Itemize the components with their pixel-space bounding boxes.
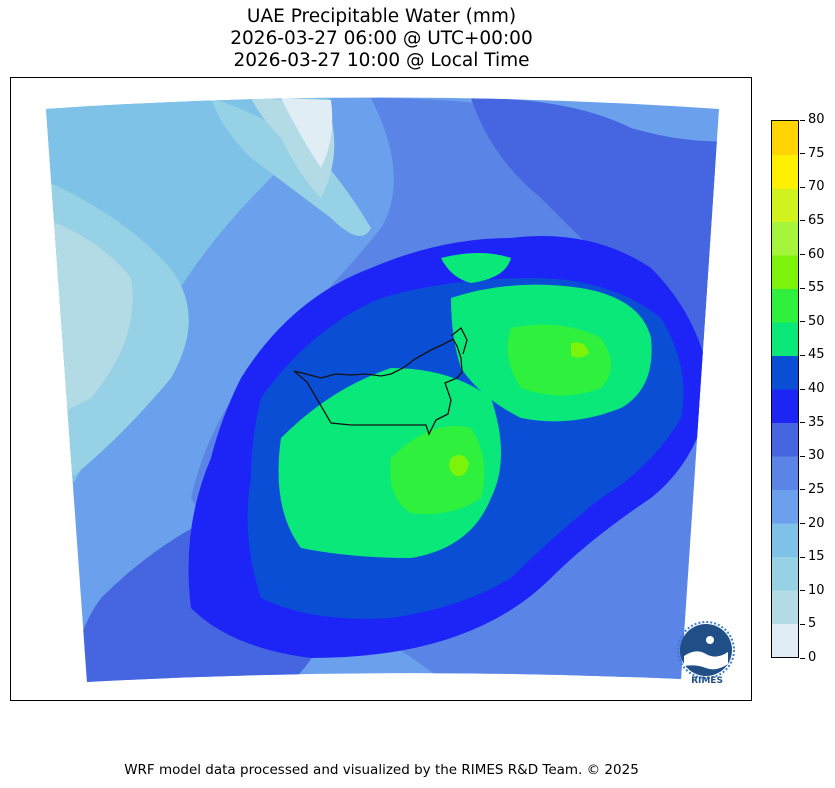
colorbar-tick	[800, 186, 805, 188]
colorbar-tick-label: 35	[808, 414, 825, 430]
colorbar-band	[772, 355, 798, 390]
colorbar-band	[772, 188, 798, 222]
colorbar-tick-label: 70	[808, 179, 825, 195]
footer-credit: WRF model data processed and visualized …	[124, 762, 639, 778]
colorbar-tick	[800, 254, 805, 255]
colorbar-tick-label: 45	[808, 347, 825, 363]
colorbar-tick-label: 20	[808, 515, 825, 531]
colorbar	[771, 120, 799, 658]
colorbar-band	[772, 422, 798, 457]
colorbar-tick-label: 75	[808, 145, 825, 161]
colorbar-band	[772, 255, 798, 289]
colorbar-tick	[800, 119, 805, 121]
colorbar-band	[772, 154, 798, 189]
map-frame	[10, 77, 752, 701]
colorbar-tick	[800, 422, 805, 424]
rimes-logo-icon	[677, 621, 735, 679]
colorbar-tick	[800, 657, 805, 659]
colorbar-tick	[800, 623, 805, 625]
colorbar-tick	[800, 220, 805, 222]
colorbar-band	[772, 590, 798, 624]
colorbar-tick-label: 80	[808, 112, 825, 127]
colorbar-tick	[800, 523, 805, 524]
precipitable-water-map	[46, 97, 719, 682]
colorbar-tick	[800, 321, 805, 323]
colorbar-band	[772, 288, 798, 323]
colorbar-tick	[800, 354, 805, 356]
colorbar-band	[772, 322, 798, 356]
colorbar-tick-label: 5	[808, 616, 817, 632]
colorbar-tick	[800, 489, 805, 491]
colorbar-tick-label: 65	[808, 212, 825, 228]
colorbar-tick	[800, 455, 805, 457]
colorbar-band	[772, 489, 798, 524]
colorbar-band	[772, 221, 798, 256]
colorbar-tick-label: 40	[808, 381, 825, 396]
colorbar-tick	[800, 153, 805, 155]
colorbar-tick-label: 15	[808, 549, 825, 565]
colorbar-bands	[772, 121, 798, 657]
colorbar-tick	[800, 590, 805, 592]
colorbar-tick-label: 10	[808, 582, 825, 598]
colorbar-band	[772, 623, 798, 657]
colorbar-tick-label: 25	[808, 481, 825, 497]
map-title: UAE Precipitable Water (mm) 2026-03-27 0…	[0, 6, 763, 72]
title-line-2: 2026-03-27 06:00 @ UTC+00:00	[230, 28, 533, 49]
colorbar-band	[772, 456, 798, 490]
colorbar-tick-label: 60	[808, 246, 825, 262]
logo-text: RIMES	[691, 676, 723, 686]
colorbar-tick-label: 50	[808, 313, 825, 329]
colorbar-tick-label: 0	[808, 650, 817, 665]
title-line-1: UAE Precipitable Water (mm)	[246, 6, 517, 27]
colorbar-tick-label: 55	[808, 280, 825, 296]
colorbar-tick	[800, 556, 805, 558]
colorbar-tick-label: 30	[808, 448, 825, 464]
uae-border	[293, 338, 463, 436]
colorbar-band	[772, 556, 798, 591]
rimes-logo: RIMES	[676, 620, 738, 688]
title-line-3: 2026-03-27 10:00 @ Local Time	[233, 50, 530, 71]
colorbar-tick	[800, 287, 805, 289]
colorbar-band	[772, 121, 798, 155]
colorbar-band	[772, 389, 798, 423]
colorbar-tick	[800, 388, 805, 390]
colorbar-band	[772, 523, 798, 557]
